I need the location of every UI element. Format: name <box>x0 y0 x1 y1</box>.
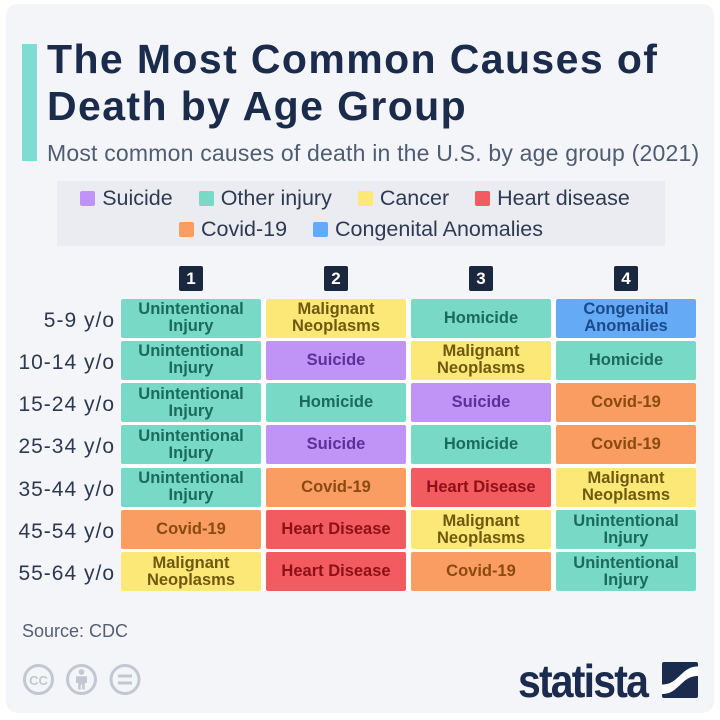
svg-text:CC: CC <box>29 673 48 688</box>
